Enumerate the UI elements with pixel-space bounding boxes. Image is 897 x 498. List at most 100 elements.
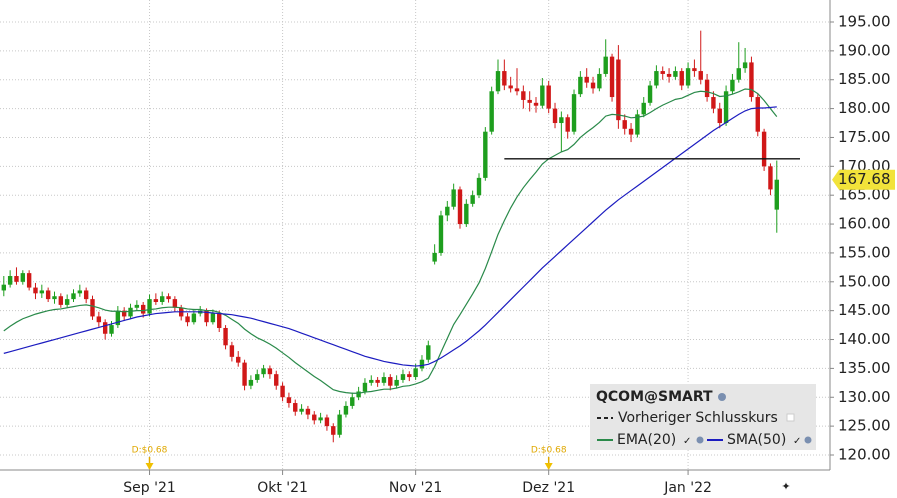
candle-body	[172, 299, 178, 308]
y-tick-label: 125.00	[838, 417, 891, 435]
legend-check[interactable]: ✓	[793, 436, 801, 447]
candle-body	[147, 299, 152, 314]
candle-body	[343, 405, 349, 415]
candle-body	[609, 56, 615, 98]
candle-body	[597, 73, 602, 89]
candle-body	[58, 296, 64, 305]
candle-body	[299, 408, 304, 412]
y-tick-label: 145.00	[838, 301, 891, 319]
legend-checkbox[interactable]	[786, 413, 795, 422]
candle-body	[83, 290, 89, 300]
candle-body	[261, 368, 266, 375]
dividend-arrow	[145, 463, 154, 470]
candle-body	[704, 79, 710, 98]
candle-body	[514, 88, 520, 92]
candle-body	[134, 304, 140, 308]
candle-body	[407, 374, 412, 378]
candle-body	[457, 189, 463, 225]
candle-body	[248, 379, 254, 386]
candle-body	[698, 71, 703, 80]
x-tick-label: Dez '21	[522, 480, 575, 496]
candle-body	[369, 379, 374, 383]
candle-body	[375, 379, 380, 383]
candle-body	[749, 62, 754, 98]
indicator-line	[3, 106, 777, 367]
legend-icon[interactable]	[804, 436, 812, 444]
candle-body	[109, 325, 114, 334]
candle-body	[7, 276, 13, 285]
legend-icon[interactable]	[696, 436, 704, 444]
y-tick-label: 120.00	[838, 445, 891, 463]
candle-body	[191, 313, 197, 323]
y-tick-label: 165.00	[838, 186, 891, 204]
candle-body	[280, 385, 285, 398]
candle-body	[470, 195, 475, 204]
y-tick-label: 185.00	[838, 70, 891, 88]
candle-body	[324, 417, 330, 427]
axes: 120.00 125.00 130.00 135.00 140.00 145.00 150.…	[123, 12, 895, 496]
candle-body	[476, 177, 482, 196]
candle-body	[673, 71, 678, 77]
y-tick-label: 155.00	[838, 243, 891, 261]
candle-body	[388, 377, 393, 386]
candle-body	[666, 73, 672, 77]
candle-body	[578, 76, 583, 95]
candle-body	[622, 120, 627, 129]
legend-label: EMA(20)	[617, 432, 676, 448]
candle-body	[432, 252, 437, 262]
legend-label: SMA(50)	[727, 432, 786, 448]
candle-body	[508, 85, 513, 89]
candle-body	[318, 417, 323, 421]
candle-body	[331, 426, 336, 435]
candle-body	[495, 71, 501, 92]
legend-icon[interactable]	[718, 393, 726, 401]
x-tick-label: Jan '22	[663, 480, 712, 496]
candle-body	[64, 299, 70, 305]
candle-body	[590, 82, 596, 89]
candle-body	[628, 128, 634, 135]
candle-body	[679, 71, 684, 86]
candle-body	[350, 397, 355, 406]
scroll-handle[interactable]: ✦	[781, 480, 790, 493]
candle-body	[217, 313, 222, 328]
candle-body	[185, 316, 190, 323]
candle-body	[641, 102, 646, 115]
candle-body	[115, 310, 121, 326]
candle-body	[654, 71, 659, 86]
candle-body	[400, 374, 406, 380]
candle-body	[229, 345, 235, 357]
candle-body	[20, 273, 26, 282]
candle-body	[45, 290, 51, 300]
candle-body	[52, 296, 57, 300]
y-tick-label: 130.00	[838, 388, 891, 406]
candle-body	[293, 403, 298, 412]
candle-body	[527, 99, 532, 103]
candle-body	[210, 313, 216, 323]
candle-body	[362, 382, 368, 392]
candle-body	[692, 68, 697, 72]
candle-body	[166, 296, 171, 300]
candle-body	[483, 131, 488, 178]
candle-body	[717, 108, 722, 124]
x-tick-label: Nov '21	[389, 480, 442, 496]
legend: QCOM@SMART Vorheriger Schlusskurs EMA(20…	[590, 384, 816, 450]
candle-body	[647, 85, 653, 103]
dividend-label: D:$0.68	[531, 446, 567, 456]
candle-body	[521, 91, 526, 100]
candle-body	[660, 71, 665, 74]
candle-body	[540, 85, 545, 106]
candle-body	[546, 85, 551, 109]
candle-body	[14, 276, 19, 282]
y-tick-label: 195.00	[838, 12, 891, 30]
last-price-label: 167.68	[838, 170, 891, 188]
legend-check[interactable]: ✓	[683, 436, 691, 447]
candle-body	[565, 117, 570, 132]
candle-body	[159, 296, 165, 302]
y-tick-label: 160.00	[838, 215, 891, 233]
candle-body	[255, 374, 260, 380]
indicator-line	[3, 88, 778, 394]
candle-body	[71, 293, 76, 300]
candle-body	[96, 316, 102, 323]
x-tick-label: Sep '21	[123, 480, 176, 496]
candle-body	[33, 287, 38, 294]
